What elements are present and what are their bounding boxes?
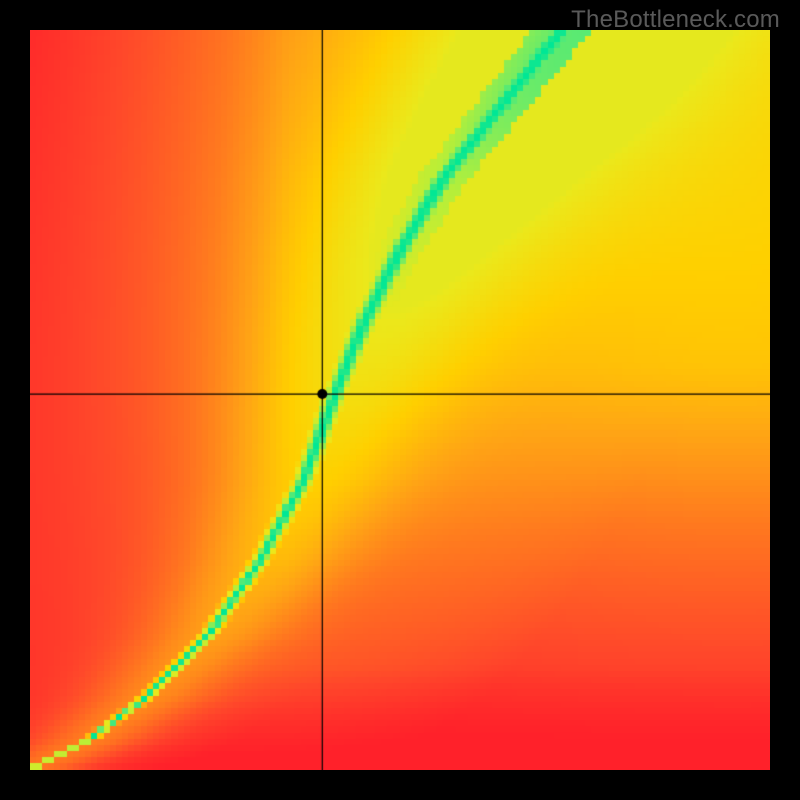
chart-root: TheBottleneck.com <box>0 0 800 800</box>
watermark-text: TheBottleneck.com <box>571 6 780 34</box>
bottleneck-heatmap <box>30 30 770 770</box>
